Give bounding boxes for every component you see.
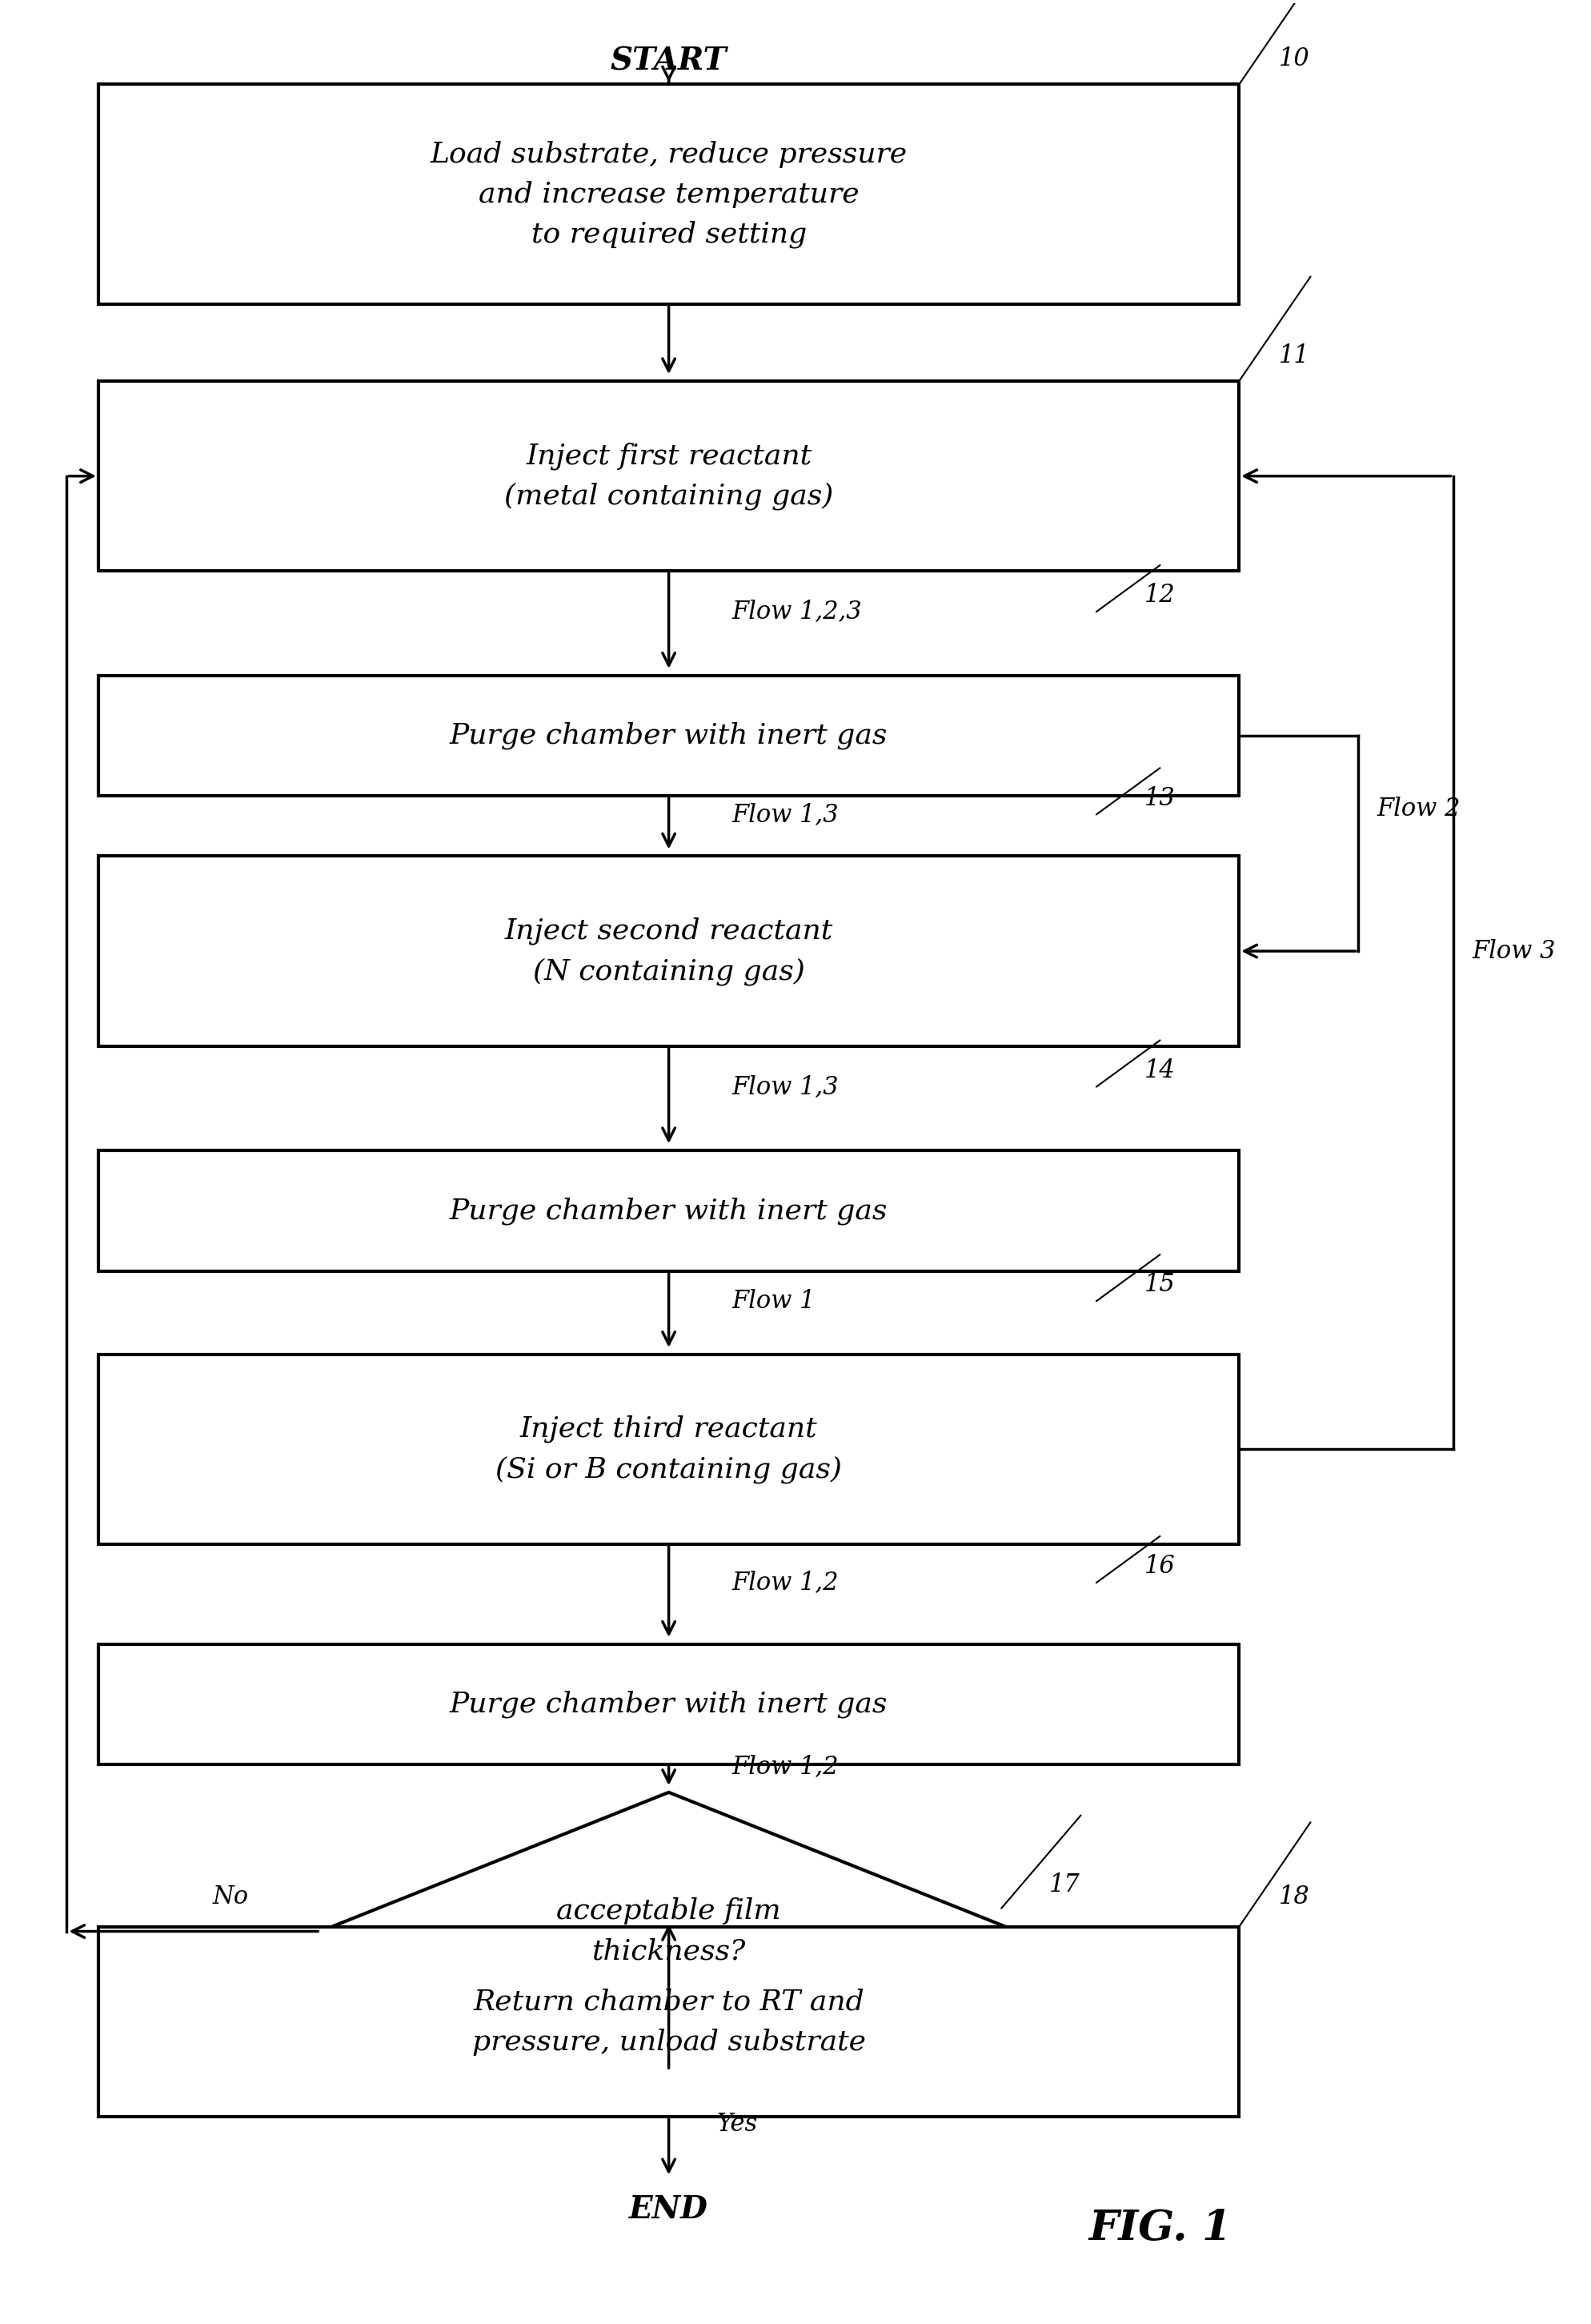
Text: Flow 3: Flow 3 [1472,939,1556,964]
Bar [99,1355,1239,1545]
Text: 11: 11 [1279,344,1309,367]
Text: 17: 17 [1048,1873,1080,1896]
Bar [99,855,1239,1046]
Bar [99,84,1239,304]
Text: 10: 10 [1279,46,1309,72]
Text: Flow 1,3: Flow 1,3 [732,802,838,827]
Bar [99,381,1239,572]
Text: END: END [628,2194,708,2224]
Text: Purge chamber with inert gas: Purge chamber with inert gas [450,1197,888,1225]
Text: Flow 1,2: Flow 1,2 [732,1755,838,1780]
Text: Flow 1,2,3: Flow 1,2,3 [732,600,862,625]
Text: Return chamber to RT and
pressure, unload substrate: Return chamber to RT and pressure, unloa… [473,1987,866,2054]
Text: Flow 2: Flow 2 [1376,797,1461,820]
Text: FIG. 1: FIG. 1 [1088,2208,1231,2247]
Text: Inject first reactant
(metal containing gas): Inject first reactant (metal containing … [504,442,834,511]
Text: Flow 1,3: Flow 1,3 [732,1074,838,1099]
Text: acceptable film
thickness?: acceptable film thickness? [557,1899,781,1966]
Text: 12: 12 [1144,583,1176,609]
Text: Flow 1: Flow 1 [732,1287,816,1313]
Bar [99,676,1239,795]
Text: Inject third reactant
(Si or B containing gas): Inject third reactant (Si or B containin… [495,1415,842,1483]
Text: Purge chamber with inert gas: Purge chamber with inert gas [450,723,888,748]
Text: START: START [611,46,727,77]
Text: 18: 18 [1279,1885,1309,1908]
Text: Load substrate, reduce pressure
and increase temperature
to required setting: Load substrate, reduce pressure and incr… [430,139,907,249]
Text: Inject second reactant
(N containing gas): Inject second reactant (N containing gas… [504,918,834,985]
Bar [99,1927,1239,2117]
Text: 13: 13 [1144,786,1176,811]
Polygon shape [320,1792,1017,2071]
Text: Purge chamber with inert gas: Purge chamber with inert gas [450,1690,888,1717]
Text: Flow 1,2: Flow 1,2 [732,1571,838,1594]
Text: 15: 15 [1144,1274,1176,1297]
Text: 16: 16 [1144,1555,1176,1578]
Text: 14: 14 [1144,1057,1176,1083]
Bar [99,1643,1239,1764]
Bar [99,1150,1239,1271]
Text: Yes: Yes [716,2113,757,2138]
Text: No: No [213,1885,248,1908]
